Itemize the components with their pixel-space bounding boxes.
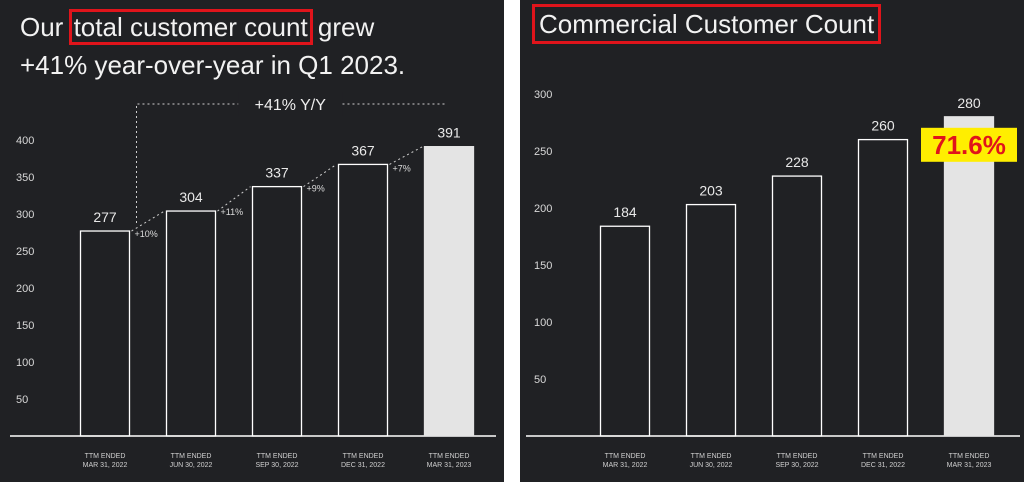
x-tick-label: TTM ENDED [605, 453, 646, 460]
growth-label: +9% [307, 184, 325, 194]
growth-label: +10% [135, 229, 158, 239]
bar [337, 163, 389, 437]
y-tick-label: 150 [16, 320, 34, 332]
bar-value-label: 228 [785, 154, 809, 170]
bar-value-label: 203 [699, 183, 723, 199]
growth-connector [131, 210, 165, 232]
y-tick-label: 200 [534, 203, 552, 215]
x-tick-label: TTM ENDED [429, 453, 470, 460]
x-tick-label: MAR 31, 2022 [83, 462, 128, 469]
y-tick-label: 350 [16, 172, 34, 184]
bar [79, 230, 131, 437]
x-tick-label: MAR 31, 2022 [603, 462, 648, 469]
bar [857, 138, 909, 437]
x-tick-label: TTM ENDED [257, 453, 298, 460]
x-tick-label: DEC 31, 2022 [861, 462, 905, 469]
headline-prefix: Our [20, 12, 71, 42]
bar-value-label: 260 [871, 118, 895, 134]
growth-label: +11% [221, 207, 244, 217]
bar [423, 146, 475, 437]
bar [251, 185, 303, 437]
bar [599, 225, 651, 437]
x-tick-label: TTM ENDED [691, 453, 732, 460]
y-tick-label: 250 [534, 146, 552, 158]
x-tick-label: JUN 30, 2022 [170, 462, 213, 469]
y-tick-label: 50 [16, 394, 28, 406]
bar-value-label: 367 [351, 142, 375, 158]
x-tick-label: TTM ENDED [171, 453, 212, 460]
bar [165, 210, 217, 437]
x-tick-label: TTM ENDED [343, 453, 384, 460]
growth-connector [389, 146, 423, 165]
bar-value-label: 337 [265, 165, 289, 181]
commercial-chart-title: Commercial Customer Count [532, 4, 882, 44]
growth-connector [217, 186, 251, 212]
x-tick-label: TTM ENDED [863, 453, 904, 460]
bar [943, 116, 995, 437]
y-tick-label: 100 [534, 317, 552, 329]
y-tick-label: 150 [534, 260, 552, 272]
y-tick-label: 100 [16, 357, 34, 369]
callout-percentage: 71.6% [932, 130, 1006, 160]
x-tick-label: SEP 30, 2022 [775, 462, 818, 469]
bar-value-label: 184 [613, 204, 637, 220]
yoy-label: +41% Y/Y [255, 97, 327, 114]
y-tick-label: 50 [534, 374, 546, 386]
left-chart-panel: Our total customer count grew +41% year-… [0, 0, 504, 482]
y-tick-label: 200 [16, 283, 34, 295]
yoy-label-bg [238, 92, 343, 116]
x-tick-label: MAR 31, 2023 [947, 462, 992, 469]
y-tick-label: 300 [16, 209, 34, 221]
bar-value-label: 280 [957, 95, 981, 111]
x-tick-label: TTM ENDED [949, 453, 990, 460]
bar-value-label: 304 [179, 189, 203, 205]
bar [771, 175, 823, 437]
y-tick-label: 300 [534, 89, 552, 101]
x-tick-label: TTM ENDED [85, 453, 126, 460]
x-tick-label: SEP 30, 2022 [255, 462, 298, 469]
bar-value-label: 391 [437, 125, 461, 141]
growth-label: +7% [393, 164, 411, 174]
x-tick-label: MAR 31, 2023 [427, 462, 472, 469]
x-tick-label: TTM ENDED [777, 453, 818, 460]
headline-suffix: grew [310, 12, 375, 42]
growth-connector [303, 164, 337, 188]
headline: Our total customer count grew +41% year-… [20, 8, 405, 84]
highlighted-phrase: total customer count [68, 9, 313, 45]
y-tick-label: 250 [16, 246, 34, 258]
bar [685, 203, 737, 437]
x-tick-label: JUN 30, 2022 [690, 462, 733, 469]
headline-line-two: +41% year-over-year in Q1 2023. [20, 50, 406, 80]
total-customer-chart: 50 100 150 200 250 300 350 400 277 TTM ENDED MAR 3… [10, 92, 496, 469]
x-tick-label: DEC 31, 2022 [341, 462, 385, 469]
bar-value-label: 277 [93, 209, 117, 225]
commercial-customer-chart: 50 100 150 200 250 300 184 TTM ENDED MAR 31, 202… [526, 89, 1020, 469]
y-tick-label: 400 [16, 135, 34, 147]
right-chart-panel: Commercial Customer Count 50 100 150 200 250… [520, 0, 1024, 482]
callout-badge [921, 127, 1017, 162]
